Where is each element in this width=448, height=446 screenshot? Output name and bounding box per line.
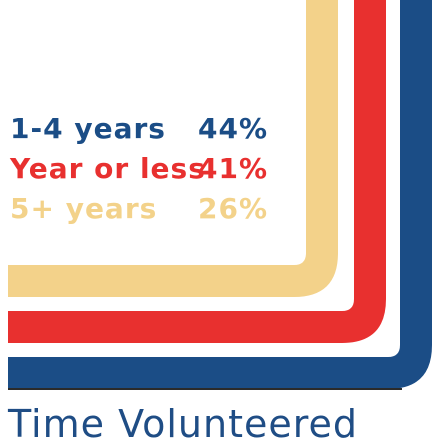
legend-value: 26% [198,192,269,225]
arrow-bar-5-years [8,0,338,297]
legend-value: 41% [198,152,269,185]
legend-item-5-plus-years: 5+ years 26% [10,192,268,225]
legend-item-1-4-years: 1-4 years 44% [10,112,268,145]
legend-value: 44% [198,112,269,145]
legend-label: 1-4 years [10,112,166,145]
legend-label: Year or less [10,152,206,185]
chart-title: Time Volunteered [8,402,359,446]
legend-label: 5+ years [10,192,158,225]
legend-item-year-or-less: Year or less41% [10,152,268,185]
